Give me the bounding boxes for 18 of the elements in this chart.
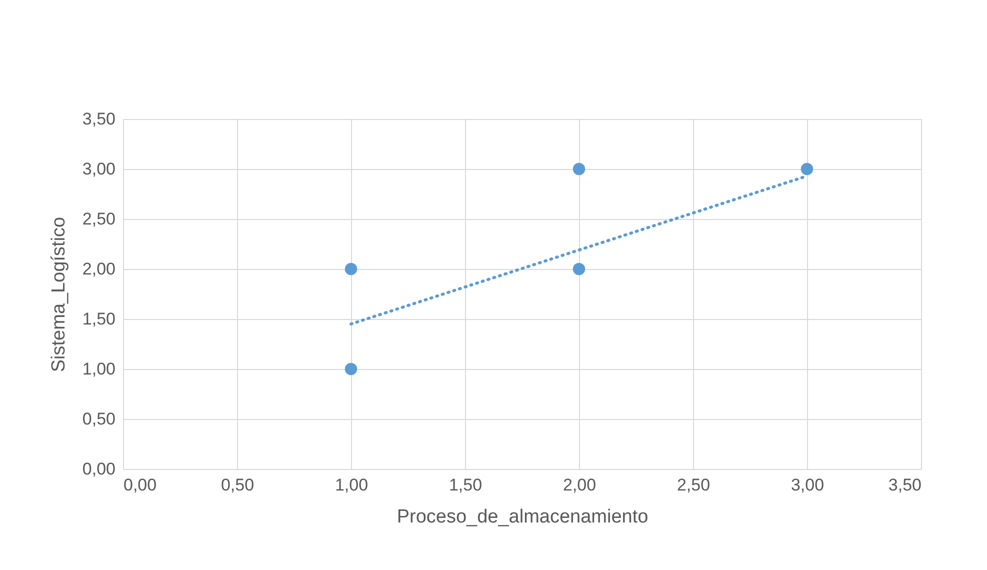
y-tick-label: 2,00: [82, 260, 116, 278]
x-tick-label: 1,50: [448, 476, 482, 494]
y-tick-label: 3,50: [82, 110, 116, 128]
x-tick-label: 2,00: [562, 476, 596, 494]
x-tick-label: 0,00: [124, 476, 157, 494]
y-tick-label: 2,50: [82, 210, 116, 228]
x-tick-label: 0,50: [220, 476, 254, 494]
y-tick-label: 3,00: [82, 160, 116, 178]
y-tick-label: 1,00: [82, 360, 116, 378]
x-tick-label: 1,00: [334, 476, 368, 494]
x-tick-label: 3,50: [888, 476, 922, 494]
x-axis-title: Proceso_de_almacenamiento: [396, 506, 648, 528]
y-axis-title: Sistema_Logístico: [48, 216, 70, 372]
x-tick-label: 3,00: [790, 476, 824, 494]
y-tick-label: 1,50: [82, 310, 116, 328]
y-tick-label: 0,00: [82, 460, 116, 478]
y-tick-label: 0,50: [82, 410, 116, 428]
x-tick-label: 2,50: [676, 476, 710, 494]
